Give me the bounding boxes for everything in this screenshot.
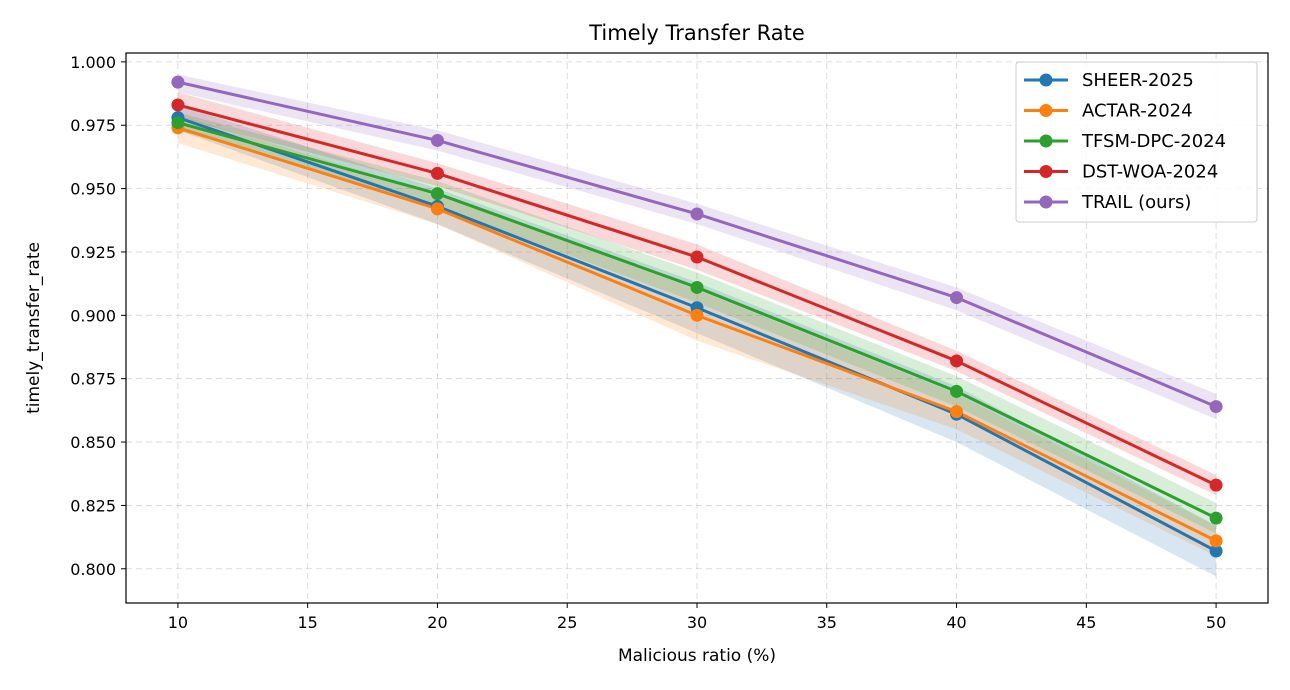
point-actar-2024 [1209, 534, 1223, 548]
point-trail-ours [171, 75, 185, 89]
x-tick-label: 25 [557, 613, 577, 632]
x-tick-label: 45 [1076, 613, 1096, 632]
y-axis-title: timely_transfer_rate [24, 242, 44, 414]
y-tick-label: 0.800 [70, 560, 116, 579]
x-tick-label: 10 [168, 613, 188, 632]
point-actar-2024 [430, 202, 444, 216]
point-tfsm-dpc-2024 [1209, 511, 1223, 525]
point-dst-woa-2024 [430, 166, 444, 180]
band-trail-ours [177, 74, 1217, 420]
legend-label: SHEER-2025 [1082, 70, 1194, 91]
point-tfsm-dpc-2024 [430, 187, 444, 201]
band-actar-2024 [177, 115, 1217, 557]
y-tick-label: 0.925 [70, 243, 116, 262]
x-tick-label: 40 [946, 613, 966, 632]
x-tick-label: 50 [1206, 613, 1226, 632]
point-trail-ours [690, 207, 704, 221]
legend-marker [1039, 195, 1053, 209]
chart-title: Timely Transfer Rate [588, 21, 805, 45]
point-tfsm-dpc-2024 [171, 116, 185, 130]
point-actar-2024 [690, 308, 704, 322]
y-tick-label: 0.875 [70, 370, 116, 389]
point-dst-woa-2024 [171, 98, 185, 112]
y-tick-label: 0.900 [70, 306, 116, 325]
band-sheer-2025 [177, 104, 1217, 577]
point-tfsm-dpc-2024 [950, 384, 964, 398]
point-tfsm-dpc-2024 [690, 280, 704, 294]
point-dst-woa-2024 [950, 354, 964, 368]
point-trail-ours [950, 291, 964, 305]
x-axis-ticks: 10 15 20 25 30 35 40 45 50 [168, 603, 1226, 632]
legend-box [1015, 61, 1258, 223]
series-points [171, 75, 1223, 558]
point-dst-woa-2024 [1209, 478, 1223, 492]
y-axis-ticks: 0.800 0.825 0.850 0.875 0.900 0.925 0.950 0.975… [70, 53, 126, 579]
x-tick-label: 15 [298, 613, 318, 632]
legend: SHEER-2025 ACTAR-2024 TFSM-DPC-2024 DST-WOA… [1015, 61, 1258, 223]
point-actar-2024 [950, 405, 964, 419]
legend-marker [1039, 73, 1053, 87]
point-trail-ours [1209, 400, 1223, 414]
y-tick-label: 0.850 [70, 433, 116, 452]
legend-marker [1039, 165, 1053, 178]
legend-label: TRAIL (ours) [1081, 192, 1191, 213]
legend-label: DST-WOA-2024 [1082, 162, 1218, 183]
legend-marker [1039, 104, 1053, 117]
point-sheer-2025 [1209, 544, 1223, 558]
legend-label: TFSM-DPC-2024 [1081, 131, 1226, 152]
y-tick-label: 0.950 [70, 180, 116, 199]
y-tick-label: 0.825 [70, 496, 116, 515]
x-tick-label: 20 [427, 613, 447, 632]
x-tick-label: 30 [687, 613, 707, 632]
y-tick-label: 1.000 [70, 53, 116, 72]
x-tick-label: 35 [817, 613, 837, 632]
legend-label: ACTAR-2024 [1082, 101, 1193, 122]
x-axis-title: Malicious ratio (%) [618, 646, 776, 666]
y-tick-label: 0.975 [70, 116, 116, 135]
legend-marker [1039, 134, 1053, 148]
point-trail-ours [430, 133, 444, 147]
point-dst-woa-2024 [690, 250, 704, 264]
